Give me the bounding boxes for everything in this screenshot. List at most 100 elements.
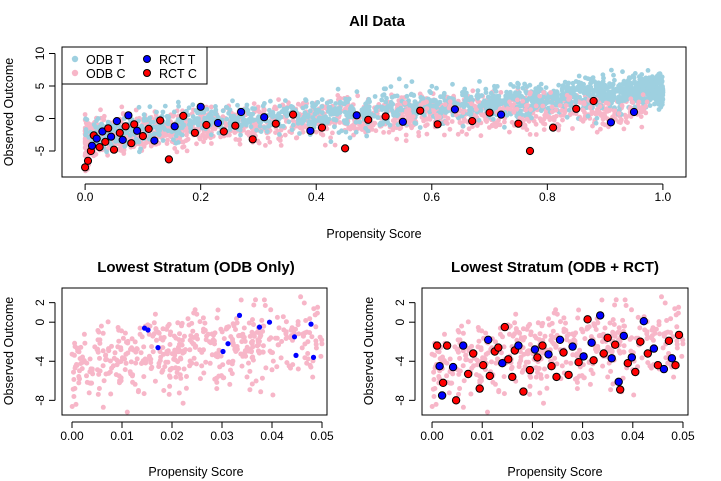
odb-treated-point (316, 115, 322, 121)
odb-control-point (184, 374, 189, 379)
odb-control-point (607, 320, 613, 326)
odb-control-point (96, 371, 102, 377)
odb-treated-point (277, 132, 282, 137)
odb-control-point (533, 374, 539, 380)
odb-control-point (465, 319, 471, 325)
odb-treated-point (266, 319, 273, 325)
rct-treated-point (544, 350, 553, 359)
odb-treated-point (343, 129, 349, 135)
odb-control-point (87, 380, 93, 386)
odb-control-point (501, 344, 507, 350)
odb-treated-point (609, 67, 614, 73)
rct-control-point (653, 361, 663, 370)
odb-treated-point (570, 80, 576, 86)
x-tick-label: 0.6 (423, 190, 440, 204)
odb-control-point (164, 351, 170, 357)
rct-treated-point (629, 107, 639, 117)
odb-treated-point (156, 132, 162, 138)
odb-treated-point (224, 105, 230, 110)
odb-control-point (644, 99, 650, 105)
odb-control-point (229, 361, 235, 367)
odb-control-point (283, 329, 289, 335)
odb-control-point (404, 109, 409, 115)
rct-treated-point (306, 126, 315, 135)
odb-control-point (520, 125, 526, 130)
odb-control-point (170, 113, 176, 119)
legend: ODB T ODB C RCT T RCT C (61, 46, 208, 85)
rct-control-point (469, 349, 478, 358)
odb-control-point (582, 336, 588, 342)
odb-control-point (71, 369, 76, 375)
y-axis-label-low-odb: Observed Outcome (2, 297, 16, 405)
legend-label-rct-t: RCT T (159, 53, 196, 67)
odb-control-point (554, 361, 560, 367)
odb-control-point (109, 365, 115, 371)
odb-control-point (390, 127, 396, 133)
odb-treated-point (160, 138, 166, 143)
y-tick-label: -8 (33, 395, 47, 406)
odb-control-point (410, 114, 416, 119)
odb-treated-point (504, 112, 510, 118)
odb-treated-point (283, 110, 288, 116)
odb-control-point (616, 111, 622, 116)
odb-treated-point (220, 348, 226, 355)
odb-control-point (515, 97, 520, 103)
odb-control-point (201, 139, 207, 145)
odb-control-point (191, 355, 197, 361)
odb-control-point (431, 377, 437, 382)
odb-treated-point (590, 75, 596, 80)
odb-control-point (320, 132, 326, 138)
odb-control-point (307, 316, 313, 322)
odb-treated-point (504, 89, 509, 95)
odb-treated-point (654, 73, 660, 79)
odb-control-point (76, 380, 82, 386)
odb-control-point (133, 349, 139, 355)
odb-treated-point (176, 129, 182, 135)
odb-control-point (594, 129, 600, 135)
odb-control-point (202, 135, 208, 141)
odb-treated-point (145, 327, 151, 333)
odb-treated-point (337, 109, 343, 115)
odb-control-point (258, 389, 264, 395)
odb-control-point (532, 333, 538, 339)
odb-control-point (472, 103, 478, 109)
odb-control-point (203, 359, 209, 365)
rct-control-point (583, 315, 592, 324)
rct-control-point (101, 137, 110, 146)
rct-control-point (514, 119, 523, 128)
odb-control-point (120, 335, 126, 341)
odb-treated-point (256, 324, 263, 330)
odb-treated-point (264, 129, 270, 135)
odb-control-point (233, 137, 239, 142)
odb-treated-point (208, 132, 214, 138)
odb-treated-point (658, 104, 664, 110)
odb-control-point (507, 99, 512, 105)
odb-control-point (416, 133, 422, 139)
rct-control-point (432, 341, 442, 350)
rct-control-point (121, 122, 130, 131)
odb-treated-point (165, 118, 171, 124)
x-axis-label-all: Propensity Score (326, 227, 421, 241)
odb-control-point (509, 366, 514, 372)
odb-treated-point (624, 96, 630, 102)
odb-control-point (166, 391, 172, 397)
odb-control-point (652, 330, 658, 336)
odb-control-point (469, 365, 475, 371)
odb-control-point (167, 367, 173, 373)
odb-control-point (578, 117, 584, 122)
rct-treated-point (398, 117, 407, 126)
rct-treated-point (627, 353, 636, 362)
odb-treated-point (188, 124, 194, 130)
odb-control-point (233, 327, 238, 332)
odb-treated-point (179, 125, 185, 131)
odb-control-point (159, 369, 165, 375)
odb-control-point (296, 331, 302, 337)
odb-control-point (390, 118, 396, 124)
odb-control-point (595, 320, 601, 326)
odb-control-point (96, 386, 102, 391)
odb-treated-point (632, 71, 638, 76)
rct-treated-point (639, 317, 648, 326)
odb-control-point (100, 330, 106, 336)
odb-control-point (180, 400, 186, 406)
odb-control-point (172, 146, 178, 151)
